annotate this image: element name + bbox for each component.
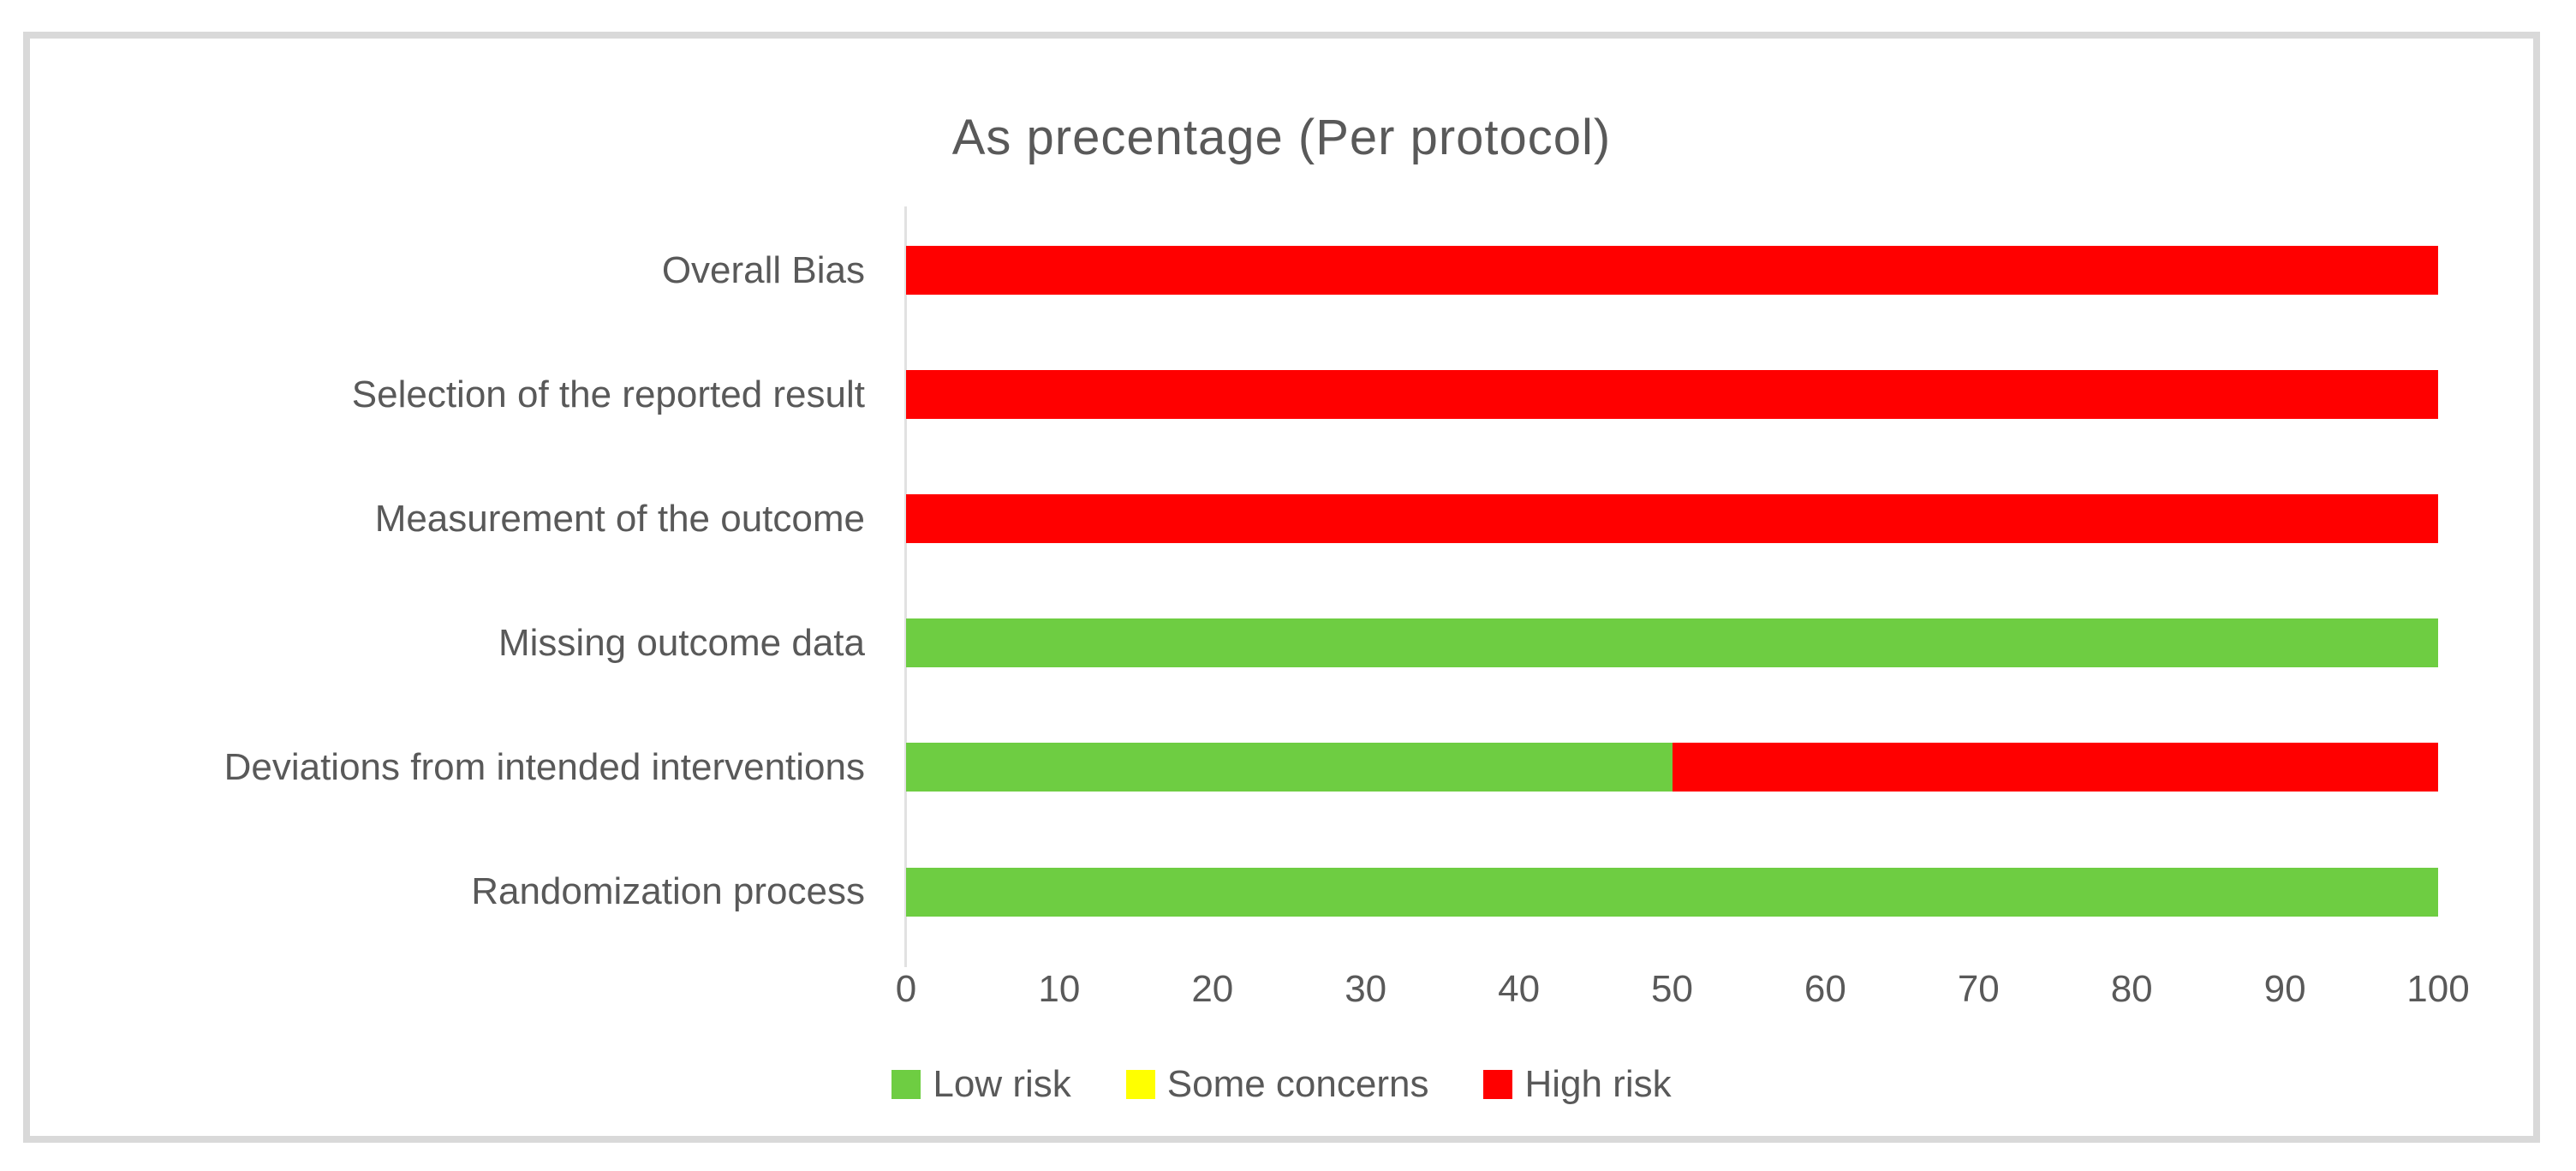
- legend-swatch-high-risk-icon: [1483, 1070, 1513, 1099]
- stacked-bar: [906, 618, 2438, 668]
- stacked-bar: [906, 743, 2438, 792]
- legend-swatch-some-concerns-icon: [1125, 1070, 1155, 1099]
- bar-segment-high-risk: [906, 370, 2438, 420]
- x-axis-tick-labels: 0 10 20 30 40 50 60 70 80 90 100: [896, 968, 2470, 1011]
- bar-segment-low-risk: [906, 618, 2438, 668]
- plot-area: Overall Bias Selection of the reported re…: [30, 208, 2533, 954]
- legend: Low risk Some concerns High risk: [30, 1063, 2533, 1106]
- legend-label: Low risk: [933, 1063, 1071, 1105]
- x-tick-label: 50: [1651, 968, 1693, 1010]
- legend-item-high-risk: High risk: [1483, 1063, 1672, 1106]
- chart-panel: As precentage (Per protocol) Overall Bia…: [23, 32, 2540, 1143]
- legend-label: High risk: [1524, 1063, 1672, 1105]
- category-label: Missing outcome data: [498, 621, 865, 664]
- bar-segment-high-risk: [906, 494, 2438, 544]
- bar-row: Overall Bias: [30, 208, 2533, 332]
- x-tick-label: 40: [1498, 968, 1541, 1010]
- x-tick-label: 10: [1038, 968, 1081, 1010]
- stacked-bar: [906, 246, 2438, 296]
- stacked-bar: [906, 867, 2438, 917]
- category-label: Overall Bias: [661, 248, 865, 291]
- x-tick-label: 90: [2263, 968, 2306, 1010]
- bar-row: Deviations from intended interventions: [30, 705, 2533, 829]
- chart-title: As precentage (Per protocol): [951, 110, 1612, 165]
- x-tick-label: 0: [895, 968, 917, 1010]
- legend-label: Some concerns: [1166, 1063, 1429, 1105]
- legend-item-low-risk: Low risk: [891, 1063, 1071, 1106]
- bar-row: Randomization process: [30, 829, 2533, 953]
- legend-swatch-low-risk-icon: [891, 1070, 921, 1099]
- x-tick-label: 30: [1345, 968, 1387, 1010]
- x-tick-label: 80: [2110, 968, 2153, 1010]
- stacked-bar: [906, 494, 2438, 544]
- x-tick-label: 70: [1957, 968, 2000, 1010]
- bar-segment-high-risk: [1672, 743, 2438, 792]
- x-tick-label: 60: [1804, 968, 1846, 1010]
- bar-row: Missing outcome data: [30, 581, 2533, 705]
- category-label: Selection of the reported result: [351, 373, 865, 415]
- category-label: Deviations from intended interventions: [224, 745, 865, 788]
- x-tick-label: 20: [1191, 968, 1234, 1010]
- stacked-bar: [906, 370, 2438, 420]
- category-label: Measurement of the outcome: [374, 497, 865, 540]
- category-label: Randomization process: [471, 870, 865, 913]
- bar-row: Selection of the reported result: [30, 332, 2533, 457]
- x-tick-label: 100: [2406, 968, 2470, 1010]
- bar-row: Measurement of the outcome: [30, 457, 2533, 581]
- legend-item-some-concerns: Some concerns: [1125, 1063, 1429, 1106]
- bar-segment-high-risk: [906, 246, 2438, 296]
- bar-segment-low-risk: [906, 743, 1673, 792]
- y-axis-line: [904, 206, 907, 967]
- bar-segment-low-risk: [906, 867, 2438, 917]
